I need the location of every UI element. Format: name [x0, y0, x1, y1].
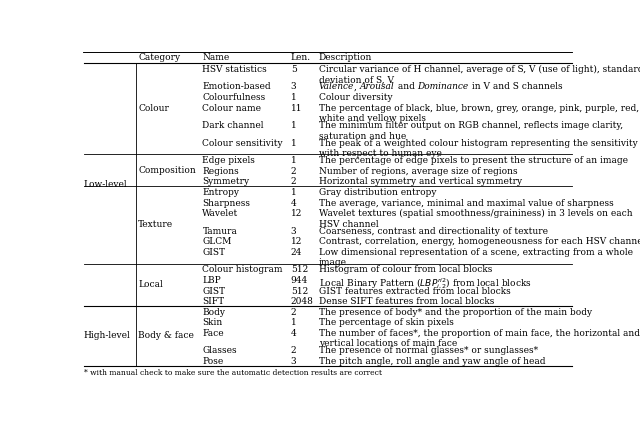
- Text: 2: 2: [291, 308, 296, 317]
- Text: 1: 1: [291, 139, 296, 148]
- Text: The percentage of black, blue, brown, grey, orange, pink, purple, red,
white and: The percentage of black, blue, brown, gr…: [319, 104, 639, 123]
- Text: High-level: High-level: [84, 332, 131, 340]
- Text: Sharpness: Sharpness: [202, 199, 250, 208]
- Text: 3: 3: [291, 357, 296, 366]
- Text: 1: 1: [291, 156, 296, 165]
- Text: 2048: 2048: [291, 297, 314, 306]
- Text: 4: 4: [291, 329, 296, 338]
- Text: Colourfulness: Colourfulness: [202, 93, 266, 102]
- Text: The average, variance, minimal and maximal value of sharpness: The average, variance, minimal and maxim…: [319, 199, 614, 208]
- Text: The minimum filter output on RGB channel, reflects image clarity,
saturation and: The minimum filter output on RGB channel…: [319, 121, 623, 141]
- Text: Arousal: Arousal: [360, 83, 395, 92]
- Text: Gray distribution entropy: Gray distribution entropy: [319, 188, 436, 197]
- Text: The pitch angle, roll angle and yaw angle of head: The pitch angle, roll angle and yaw angl…: [319, 357, 545, 366]
- Text: 1: 1: [291, 121, 296, 130]
- Text: Tamura: Tamura: [202, 227, 237, 236]
- Text: GIST: GIST: [202, 286, 225, 295]
- Text: GIST features extracted from local blocks: GIST features extracted from local block…: [319, 286, 511, 295]
- Text: Wavelet textures (spatial smoothness/graininess) in 3 levels on each
HSV channel: Wavelet textures (spatial smoothness/gra…: [319, 209, 632, 229]
- Text: Entropy: Entropy: [202, 188, 239, 197]
- Text: Wavelet: Wavelet: [202, 209, 239, 218]
- Text: The presence of body* and the proportion of the main body: The presence of body* and the proportion…: [319, 308, 592, 317]
- Text: The presence of normal glasses* or sunglasses*: The presence of normal glasses* or sungl…: [319, 347, 538, 356]
- Text: LBP: LBP: [202, 276, 221, 285]
- Text: Composition: Composition: [138, 166, 196, 175]
- Text: The percentage of skin pixels: The percentage of skin pixels: [319, 318, 454, 327]
- Text: Glasses: Glasses: [202, 347, 237, 356]
- Text: Coarseness, contrast and directionality of texture: Coarseness, contrast and directionality …: [319, 227, 548, 236]
- Text: Histogram of colour from local blocks: Histogram of colour from local blocks: [319, 265, 492, 274]
- Text: 2: 2: [291, 167, 296, 176]
- Text: Pose: Pose: [202, 357, 224, 366]
- Text: Colour histogram: Colour histogram: [202, 265, 283, 274]
- Text: Regions: Regions: [202, 167, 239, 176]
- Text: Face: Face: [202, 329, 224, 338]
- Text: HSV statistics: HSV statistics: [202, 65, 268, 74]
- Text: Len.: Len.: [291, 53, 311, 62]
- Text: 512: 512: [291, 265, 308, 274]
- Text: 1: 1: [291, 93, 296, 102]
- Text: 5: 5: [291, 65, 297, 74]
- Text: 3: 3: [291, 227, 296, 236]
- Text: Horizontal symmetry and vertical symmetry: Horizontal symmetry and vertical symmetr…: [319, 178, 522, 187]
- Text: 24: 24: [291, 248, 302, 257]
- Text: Dominance: Dominance: [417, 83, 468, 92]
- Text: Body & face: Body & face: [138, 332, 194, 340]
- Text: The percentage of edge pixels to present the structure of an image: The percentage of edge pixels to present…: [319, 156, 628, 165]
- Text: Valence: Valence: [319, 83, 354, 92]
- Text: 4: 4: [291, 199, 296, 208]
- Text: 1: 1: [291, 188, 296, 197]
- Text: Local: Local: [138, 280, 163, 289]
- Text: Contrast, correlation, energy, homogeneousness for each HSV channel: Contrast, correlation, energy, homogeneo…: [319, 237, 640, 246]
- Text: Symmetry: Symmetry: [202, 178, 250, 187]
- Text: Name: Name: [202, 53, 230, 62]
- Text: 512: 512: [291, 286, 308, 295]
- Text: GIST: GIST: [202, 248, 225, 257]
- Text: The peak of a weighted colour histogram representing the sensitivity
with respec: The peak of a weighted colour histogram …: [319, 139, 637, 158]
- Text: 2: 2: [291, 347, 296, 356]
- Text: and: and: [395, 83, 417, 92]
- Text: Colour diversity: Colour diversity: [319, 93, 392, 102]
- Text: Colour name: Colour name: [202, 104, 262, 113]
- Text: 2: 2: [291, 178, 296, 187]
- Text: Texture: Texture: [138, 221, 173, 229]
- Text: * with manual check to make sure the automatic detection results are correct: * with manual check to make sure the aut…: [84, 369, 382, 377]
- Text: Low-level: Low-level: [84, 180, 127, 189]
- Text: Emotion-based: Emotion-based: [202, 83, 271, 92]
- Text: Low dimensional representation of a scene, extracting from a whole
image: Low dimensional representation of a scen…: [319, 248, 633, 267]
- Text: Edge pixels: Edge pixels: [202, 156, 255, 165]
- Text: 944: 944: [291, 276, 308, 285]
- Text: Body: Body: [202, 308, 225, 317]
- Text: in V and S channels: in V and S channels: [468, 83, 562, 92]
- Text: Local Binary Pattern ($LBP^{ri2}_{i,2}$) from local blocks: Local Binary Pattern ($LBP^{ri2}_{i,2}$)…: [319, 276, 531, 291]
- Text: Colour sensitivity: Colour sensitivity: [202, 139, 283, 148]
- Text: Dark channel: Dark channel: [202, 121, 264, 130]
- Text: 3: 3: [291, 83, 296, 92]
- Text: 1: 1: [291, 318, 296, 327]
- Text: Description: Description: [319, 53, 372, 62]
- Text: Category: Category: [138, 53, 180, 62]
- Text: Number of regions, average size of regions: Number of regions, average size of regio…: [319, 167, 517, 176]
- Text: SIFT: SIFT: [202, 297, 225, 306]
- Text: Dense SIFT features from local blocks: Dense SIFT features from local blocks: [319, 297, 494, 306]
- Text: The number of faces*, the proportion of main face, the horizontal and
vertical l: The number of faces*, the proportion of …: [319, 329, 640, 348]
- Text: 12: 12: [291, 237, 302, 246]
- Text: 12: 12: [291, 209, 302, 218]
- Text: ,: ,: [354, 83, 360, 92]
- Text: Skin: Skin: [202, 318, 223, 327]
- Text: Circular variance of H channel, average of S, V (use of light), standard
deviati: Circular variance of H channel, average …: [319, 65, 640, 84]
- Text: 11: 11: [291, 104, 302, 113]
- Text: GLCM: GLCM: [202, 237, 232, 246]
- Text: Colour: Colour: [138, 104, 169, 114]
